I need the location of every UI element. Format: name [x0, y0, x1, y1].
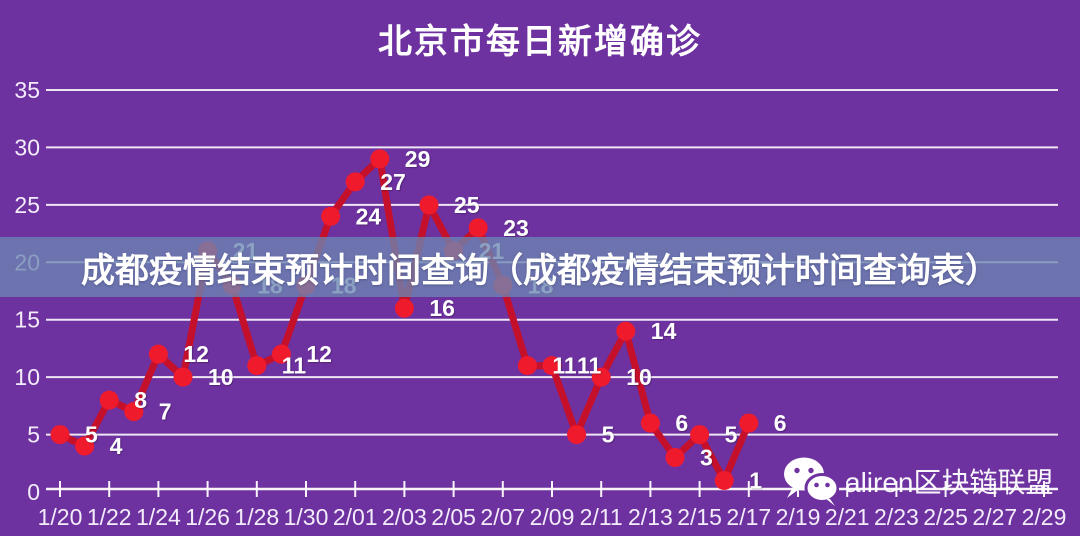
data-point	[370, 149, 390, 169]
x-axis-label: 2/01	[333, 504, 378, 530]
data-point-label: 7	[159, 399, 172, 425]
data-point-label: 5	[725, 422, 738, 448]
x-axis-label: 2/05	[431, 504, 476, 530]
x-axis-label: 1/22	[87, 504, 132, 530]
overlay-banner: 成都疫情结束预计时间查询（成都疫情结束预计时间查询表）	[0, 237, 1080, 297]
x-axis-label: 2/19	[776, 504, 821, 530]
x-axis-label: 2/09	[530, 504, 575, 530]
data-point-label: 14	[651, 318, 677, 344]
data-point	[148, 344, 168, 364]
data-point-label: 5	[602, 422, 615, 448]
data-point	[542, 356, 562, 376]
x-axis-label: 1/30	[284, 504, 329, 530]
data-point-label: 11	[577, 353, 602, 379]
data-point	[616, 321, 636, 341]
data-point-label: 10	[208, 364, 234, 390]
data-point-label: 29	[405, 146, 431, 172]
y-axis-label: 30	[14, 134, 40, 160]
data-point	[99, 390, 119, 410]
y-axis-label: 5	[27, 422, 40, 448]
x-axis-label: 1/24	[136, 504, 181, 530]
data-point	[124, 402, 144, 422]
data-point-label: 11	[282, 353, 307, 379]
data-point	[739, 413, 759, 433]
data-point	[247, 356, 267, 376]
data-point-label: 12	[183, 341, 209, 367]
data-point	[517, 356, 537, 376]
x-axis-label: 1/26	[185, 504, 230, 530]
data-point	[271, 344, 291, 364]
data-point-label: 16	[429, 295, 455, 321]
data-point	[50, 425, 70, 445]
data-point-label: 25	[454, 192, 480, 218]
data-point-label: 1	[749, 468, 762, 494]
data-point	[714, 471, 734, 491]
x-axis-label: 2/21	[825, 504, 870, 530]
x-axis-label: 2/11	[580, 504, 623, 530]
wechat-icon	[784, 457, 839, 506]
page-title: 北京市每日新增确诊	[378, 23, 702, 61]
data-point	[394, 298, 414, 318]
data-point	[665, 448, 685, 468]
x-axis-label: 2/23	[874, 504, 919, 530]
data-point	[690, 425, 710, 445]
data-point	[468, 218, 488, 238]
data-point	[173, 367, 193, 387]
y-axis-label: 0	[27, 479, 40, 505]
y-axis-label: 10	[14, 364, 40, 390]
x-axis-label: 2/15	[677, 504, 722, 530]
data-point	[419, 195, 439, 215]
y-axis-label: 35	[14, 77, 40, 103]
x-axis-label: 1/28	[234, 504, 279, 530]
data-point	[75, 436, 95, 456]
y-axis-label: 15	[14, 307, 40, 333]
x-axis-label: 2/29	[1022, 504, 1067, 530]
x-axis-label: 2/27	[972, 504, 1017, 530]
data-point-label: 8	[134, 387, 147, 413]
x-axis-label: 1/20	[38, 504, 83, 530]
data-point	[567, 425, 587, 445]
data-point-label: 12	[306, 341, 332, 367]
data-point	[591, 367, 611, 387]
data-point	[345, 172, 365, 192]
x-axis-label: 2/17	[726, 504, 771, 530]
data-point-label: 4	[110, 433, 123, 459]
data-point	[640, 413, 660, 433]
watermark: aliren区块链联盟	[783, 456, 1053, 506]
data-point-label: 6	[774, 410, 787, 436]
data-point	[321, 206, 341, 226]
x-axis-label: 2/03	[382, 504, 427, 530]
data-point-label: 10	[626, 364, 652, 390]
data-point-label: 5	[85, 422, 98, 448]
data-point-label: 23	[503, 215, 529, 241]
data-point-label: 24	[356, 203, 382, 229]
x-axis-label: 2/13	[628, 504, 673, 530]
y-axis-label: 25	[14, 192, 40, 218]
x-axis-label: 2/25	[923, 504, 968, 530]
data-point-label: 3	[700, 445, 713, 471]
data-point-label: 27	[380, 169, 406, 195]
overlay-banner-text: 成都疫情结束预计时间查询（成都疫情结束预计时间查询表）	[81, 251, 999, 290]
data-point-label: 11	[552, 353, 577, 379]
x-axis-label: 2/07	[480, 504, 525, 530]
data-point-label: 6	[675, 410, 688, 436]
watermark-text: aliren区块链联盟	[845, 467, 1054, 498]
